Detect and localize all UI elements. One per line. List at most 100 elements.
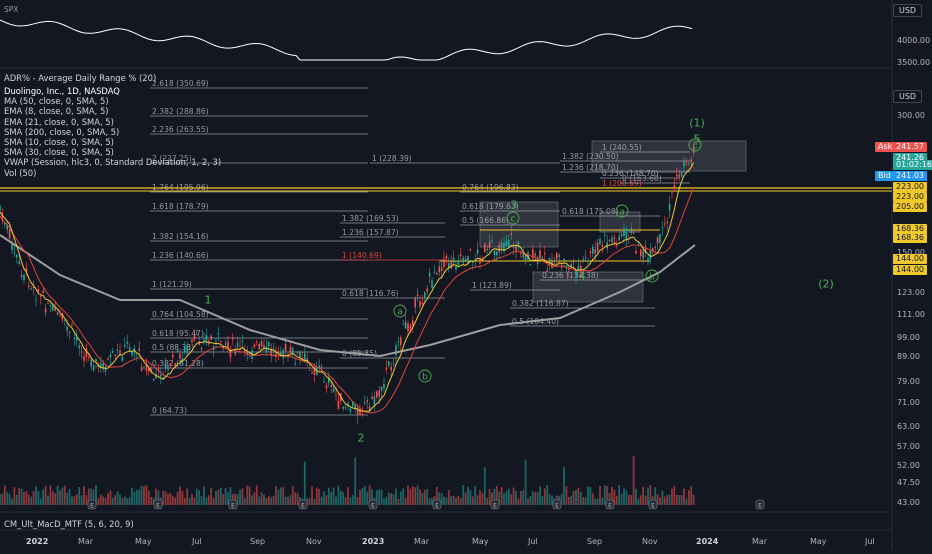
- candle-body: [481, 257, 484, 259]
- candle-body: [424, 292, 426, 298]
- wave-label: 3: [511, 199, 518, 212]
- wave-label: 4: [579, 270, 586, 283]
- earnings-marker[interactable]: [153, 499, 163, 510]
- volume-bar: [263, 494, 265, 505]
- wave-circle: [506, 211, 520, 225]
- candles: [0, 142, 695, 424]
- candle-body: [157, 369, 160, 371]
- legend-vwap[interactable]: VWAP (Session, hlc3, 0, Standard Deviati…: [4, 157, 222, 168]
- fib-label: 2 (227.25): [152, 154, 192, 163]
- candle-body: [553, 263, 556, 264]
- candle-body: [572, 261, 575, 263]
- earnings-marker[interactable]: [298, 499, 308, 510]
- candle-body: [169, 363, 172, 366]
- volume-bar: [330, 491, 333, 505]
- macd-label[interactable]: CM_Ult_MacD_MTF (5, 6, 20, 9): [4, 519, 134, 529]
- volume-bar: [411, 486, 414, 505]
- volume-bar: [150, 496, 153, 505]
- legend-ema21[interactable]: EMA (21, close, 0, SMA, 5): [4, 116, 114, 127]
- volume-bar: [450, 496, 453, 505]
- candle-body: [503, 242, 505, 252]
- volume-bar: [366, 491, 369, 505]
- y-tick: 71.00: [897, 398, 920, 407]
- fib-label: 1.618 (178.79): [152, 202, 209, 211]
- fib-label: 0 (64.73): [152, 406, 187, 415]
- volume-bar: [349, 497, 352, 505]
- earnings-marker[interactable]: [432, 499, 442, 510]
- volume-bar: [198, 490, 201, 505]
- candle-body: [112, 351, 114, 353]
- earnings-marker[interactable]: [228, 499, 238, 510]
- fib-levels: 2.618 (350.69) 2.382 (288.86) 2.236 (263.5…: [150, 79, 690, 416]
- volume-bar: [419, 489, 421, 505]
- candle-body: [184, 346, 186, 352]
- earnings-marker[interactable]: [552, 499, 562, 510]
- spx-tick-3500: 3500.00: [897, 58, 931, 67]
- volume-bar: [615, 495, 618, 505]
- volume-bar: [83, 486, 85, 505]
- volume-bar: [193, 497, 196, 505]
- candle-body: [320, 366, 323, 367]
- earnings-marker[interactable]: [368, 499, 378, 510]
- earnings-letter: E: [758, 503, 762, 510]
- volume-bar: [131, 487, 133, 505]
- currency-main[interactable]: USD: [893, 90, 923, 103]
- candle-body: [210, 335, 212, 340]
- fib-label: 0.764 (104.58): [152, 310, 209, 319]
- candle-body: [71, 324, 73, 327]
- earnings-marker[interactable]: [755, 499, 765, 510]
- legend-ma50[interactable]: MA (50, close, 0, SMA, 5): [4, 96, 109, 107]
- candle-body: [282, 349, 284, 359]
- earnings-marker[interactable]: [605, 499, 615, 510]
- volume-bar: [121, 497, 124, 505]
- volume-bar: [488, 489, 491, 505]
- volume-bar: [438, 492, 441, 505]
- x-tick: Sep: [587, 537, 603, 546]
- volume-bar: [637, 498, 640, 505]
- fib-label: 1 (200.69): [602, 179, 642, 188]
- candle-body: [268, 342, 270, 347]
- candle-body: [630, 228, 632, 233]
- legend-sma10[interactable]: SMA (10, close, 0, SMA, 5): [4, 137, 114, 148]
- x-tick: May: [135, 537, 152, 546]
- legend-sma200[interactable]: SMA (200, close, 0, SMA, 5): [4, 126, 120, 137]
- candle-body: [476, 249, 479, 254]
- volume-bar: [584, 497, 587, 505]
- fib-label: 1 (140.69): [342, 251, 382, 260]
- fib-label: 1 (123.89): [472, 281, 512, 290]
- earnings-letter: E: [90, 503, 94, 510]
- candle-body: [364, 402, 366, 404]
- legend-ema8[interactable]: EMA (8, close, 0, SMA, 5): [4, 106, 109, 117]
- candle-body: [539, 250, 541, 259]
- volume-bar: [567, 497, 570, 505]
- volume-bar: [560, 493, 563, 505]
- candle-body: [289, 346, 292, 354]
- volume-bar: [75, 494, 78, 505]
- earnings-marker[interactable]: [490, 499, 500, 510]
- candle-body: [1, 213, 4, 222]
- candle-body: [176, 350, 179, 353]
- volume-bar: [282, 487, 285, 505]
- legend-title[interactable]: Duolingo, Inc., 1D, NASDAQ: [4, 86, 120, 96]
- volume-bar: [80, 495, 83, 505]
- volume-bar: [241, 488, 244, 505]
- candle-body: [313, 368, 316, 375]
- fib-label: 0.618 (116.76): [342, 289, 399, 298]
- currency-top[interactable]: USD: [893, 4, 923, 17]
- volume-bar: [625, 490, 628, 505]
- volume-bar: [486, 498, 489, 505]
- candle-body: [462, 257, 464, 264]
- candle-body: [126, 341, 128, 344]
- legend-sma30[interactable]: SMA (30, close, 0, SMA, 5): [4, 147, 114, 158]
- volume-bar: [531, 491, 534, 505]
- volume-bar: [395, 488, 397, 505]
- earnings-marker[interactable]: [648, 499, 658, 510]
- legend-vol[interactable]: Vol (50): [4, 167, 37, 178]
- volume-bar: [270, 497, 273, 505]
- volume-bar: [663, 496, 666, 505]
- earnings-marker[interactable]: [87, 499, 97, 510]
- y-tick: 47.50: [897, 478, 920, 487]
- adr-label[interactable]: ADR% - Average Daily Range % (20): [4, 73, 157, 83]
